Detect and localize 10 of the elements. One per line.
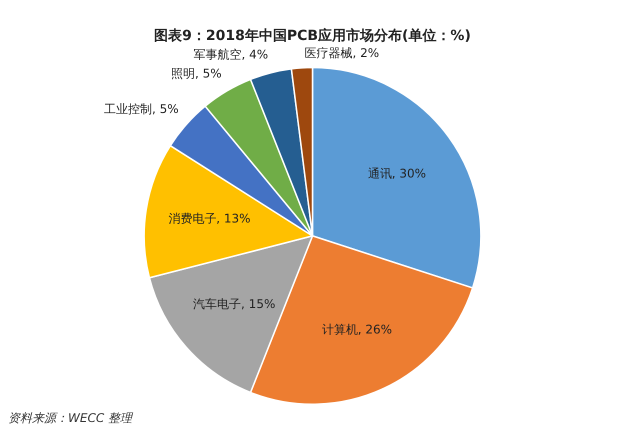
slice-label: 军事航空, 4%: [193, 47, 268, 62]
text: 资料来源：WECC 整理: [8, 410, 132, 427]
slice-label: 照明, 5%: [171, 66, 222, 81]
slice-label: 计算机, 26%: [322, 322, 392, 336]
slice-label: 消费电子, 13%: [168, 212, 251, 226]
slice-label: 医疗器械, 2%: [304, 46, 380, 60]
slice-label: 汽车电子, 15%: [193, 297, 276, 312]
slice-label: 通讯, 30%: [368, 166, 426, 181]
slice-label: 工业控制, 5%: [104, 102, 179, 116]
chart-title: 图表9：2018年中国PCB应用市场分布(单位：%): [154, 27, 471, 44]
